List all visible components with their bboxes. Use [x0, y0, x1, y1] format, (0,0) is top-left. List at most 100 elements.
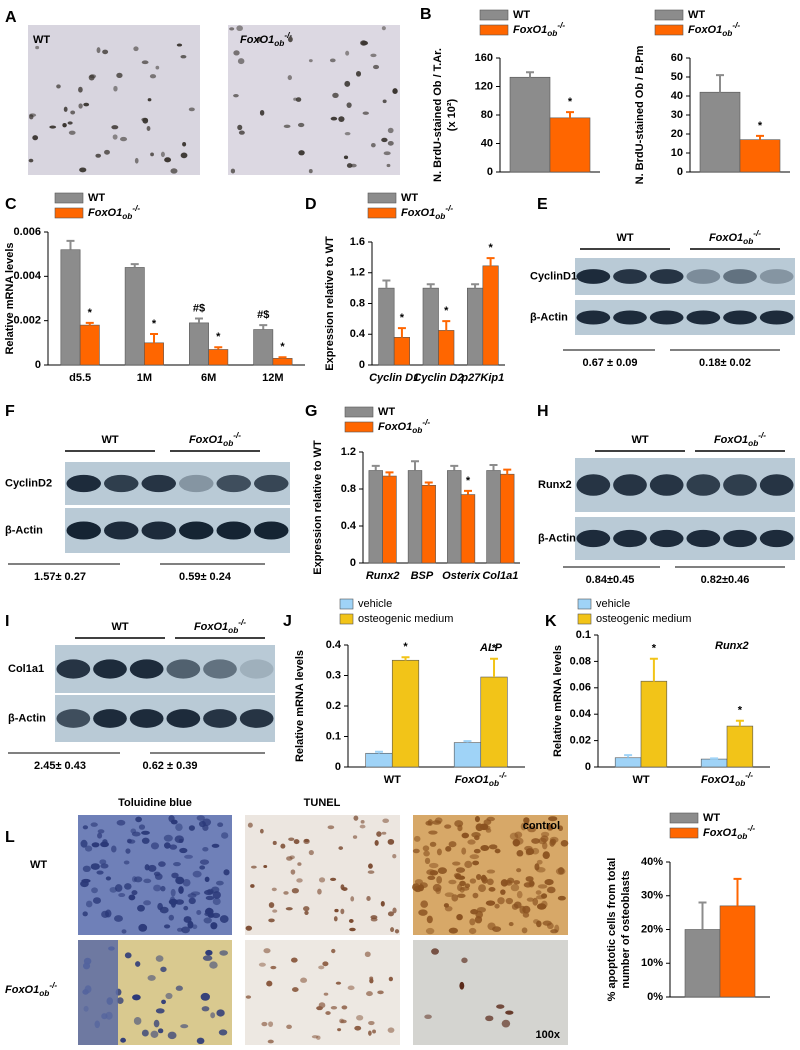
- micrograph-cell: [180, 1024, 189, 1029]
- micrograph-cell: [270, 965, 277, 970]
- micrograph-cell: [468, 927, 477, 935]
- micrograph-cell: [461, 847, 467, 855]
- legend-swatch: [339, 613, 354, 625]
- y-tick-label: 1.6: [350, 236, 365, 248]
- micrograph-cell: [496, 1004, 505, 1009]
- column-label: Toluidine blue: [118, 797, 192, 809]
- micrograph-cell: [78, 86, 83, 93]
- micrograph-cell: [192, 870, 202, 878]
- y-tick-label: 40: [671, 90, 683, 102]
- micrograph-cell: [202, 955, 213, 961]
- micrograph-cell: [297, 862, 302, 866]
- micrograph-cell: [109, 886, 118, 893]
- micrograph-cell: [260, 828, 264, 834]
- micrograph-cell: [536, 859, 543, 865]
- micrograph-cell: [134, 157, 139, 164]
- bar: [378, 287, 395, 366]
- significance-mark: *: [466, 475, 471, 487]
- bar: [480, 676, 508, 768]
- bar: [253, 329, 274, 366]
- image-label: WT: [33, 34, 50, 46]
- micrograph-cell: [381, 137, 388, 143]
- annotation: Runx2: [715, 640, 749, 652]
- micrograph-cell: [367, 870, 375, 874]
- quantification: 0.67 ± 0.09: [583, 357, 638, 369]
- micrograph-cell: [137, 904, 145, 912]
- micrograph-cell: [215, 880, 224, 886]
- micrograph-cell: [237, 124, 243, 131]
- significance-mark: *: [400, 312, 405, 324]
- micrograph-cell: [155, 955, 164, 962]
- y-tick-label: 0.4: [326, 639, 342, 651]
- bar: [438, 330, 455, 366]
- error-bar: [698, 901, 707, 930]
- legend-label: vehicle: [596, 598, 630, 610]
- micrograph-cell: [331, 948, 336, 954]
- legend-label: WT: [88, 192, 105, 204]
- micrograph-cell: [455, 867, 466, 873]
- group-label: FoxO1ob-/-: [714, 431, 766, 448]
- panel-letter: G: [305, 403, 317, 420]
- micrograph-cell: [376, 831, 382, 837]
- y-tick-label: 80: [481, 109, 493, 121]
- error-bar: [382, 279, 391, 289]
- micrograph-cell: [459, 981, 465, 990]
- y-tick-label: 30%: [641, 890, 663, 902]
- micrograph-cell: [510, 884, 520, 892]
- micrograph-cell: [467, 839, 476, 845]
- blot-band: [723, 269, 757, 284]
- blot-band: [686, 310, 721, 325]
- micrograph-cell: [425, 927, 435, 935]
- bar: [60, 249, 81, 366]
- micrograph-cell: [63, 106, 68, 112]
- blot-band: [723, 310, 757, 325]
- x-tick-label: p27Kip1: [460, 372, 504, 384]
- micrograph-cell: [267, 1039, 274, 1044]
- micrograph-cell: [113, 915, 123, 922]
- micrograph-cell: [445, 846, 452, 852]
- bar: [365, 752, 393, 768]
- y-tick-label: 0.02: [570, 735, 591, 747]
- micrograph-cell: [84, 845, 93, 852]
- blot-band: [613, 474, 647, 496]
- micrograph-cell: [537, 884, 548, 889]
- micrograph-cell: [316, 1006, 323, 1011]
- micrograph-cell: [113, 85, 118, 92]
- micrograph-cell: [533, 919, 540, 924]
- error-bar: [130, 263, 139, 268]
- error-bar: [566, 111, 574, 118]
- x-tick-label: FoxO1ob-/-: [701, 771, 753, 788]
- micrograph-cell: [216, 1009, 225, 1017]
- group-label: FoxO1ob-/-: [189, 431, 241, 448]
- legend-swatch: [479, 24, 509, 36]
- micrograph-cell: [519, 905, 526, 914]
- micrograph-cell: [163, 924, 171, 929]
- y-tick-label: 0.8: [350, 297, 365, 309]
- micrograph-cell: [469, 918, 476, 926]
- micrograph-cell: [182, 878, 191, 887]
- micrograph-cell: [514, 831, 523, 839]
- micrograph-cell: [291, 887, 299, 894]
- micrograph-cell: [341, 1005, 348, 1010]
- micrograph-cell: [361, 40, 369, 46]
- micrograph-cell: [124, 952, 132, 959]
- blot-band: [239, 709, 274, 728]
- panel-letter: D: [305, 196, 317, 213]
- micrograph-cell: [494, 848, 501, 854]
- micrograph-cell: [245, 925, 253, 931]
- micrograph-cell: [97, 829, 105, 834]
- significance-mark: *: [444, 305, 449, 317]
- bar: [79, 324, 100, 366]
- bar: [509, 76, 551, 173]
- micrograph-cell: [426, 869, 436, 876]
- micrograph-cell: [202, 818, 212, 826]
- blot-strip: [575, 258, 795, 295]
- micrograph-cell: [188, 897, 196, 905]
- y-tick-label: 0.002: [13, 315, 41, 327]
- micrograph-cell: [474, 835, 480, 841]
- micrograph-cell: [163, 834, 173, 842]
- micrograph-cell: [176, 927, 183, 932]
- micrograph-cell: [521, 927, 528, 934]
- micrograph-cell: [143, 878, 152, 884]
- micrograph-cell: [291, 987, 299, 992]
